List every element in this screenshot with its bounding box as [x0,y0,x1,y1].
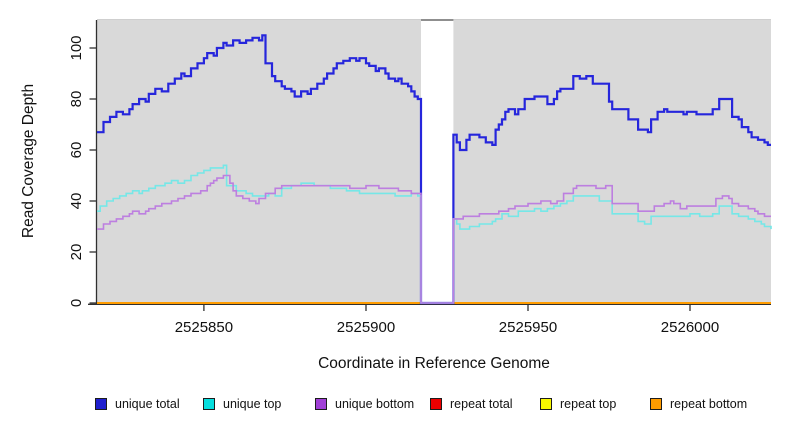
legend-label: unique top [223,397,282,411]
legend-swatch [95,398,107,410]
y-tick-label: 80 [68,91,85,108]
y-axis-title: Read Coverage Depth [20,83,37,239]
series-unique-bottom [97,174,771,304]
legend-item-repeat-bottom: repeat bottom [650,397,747,411]
legend-swatch [540,398,552,410]
legend-item-repeat-total: repeat total [430,397,513,411]
legend-swatch [203,398,215,410]
shaded-region [97,20,421,303]
legend-swatch [650,398,662,410]
legend-label: repeat bottom [670,397,748,411]
y-tick-label: 100 [68,35,85,60]
x-tick-label: 2525950 [499,319,557,336]
legend-label: unique total [115,397,180,411]
y-tick-label: 0 [68,299,85,307]
x-tick-label: 2526000 [661,319,719,336]
shaded-region [453,20,771,303]
x-axis-title: Coordinate in Reference Genome [318,355,550,372]
legend-item-repeat-top: repeat top [540,397,616,411]
legend-swatch [315,398,327,410]
series-unique-total [97,34,771,305]
x-tick-label: 2525900 [337,319,395,336]
x-tick-label: 2525850 [175,319,233,336]
legend-swatch [430,398,442,410]
legend-item-unique-total: unique total [95,397,180,411]
y-tick-label: 40 [68,193,85,210]
legend-label: repeat total [450,397,513,411]
legend-label: repeat top [560,397,617,411]
legend-label: unique bottom [335,397,415,411]
y-tick-label: 60 [68,142,85,159]
y-tick-label: 20 [68,244,85,261]
legend-item-unique-top: unique top [203,397,281,411]
legend-item-unique-bottom: unique bottom [315,397,414,411]
gap-top-rim [421,19,454,21]
